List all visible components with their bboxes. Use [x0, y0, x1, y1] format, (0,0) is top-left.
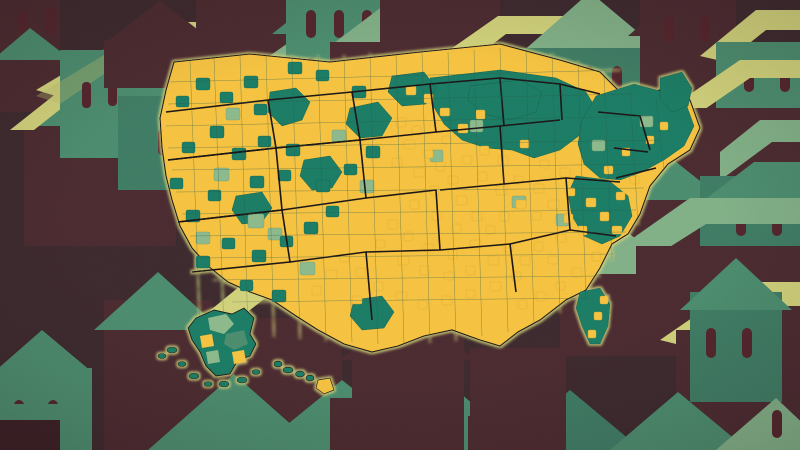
film-grain-overlay — [0, 0, 800, 450]
illustration-canvas — [0, 0, 800, 450]
illustration-artwork — [0, 0, 800, 450]
